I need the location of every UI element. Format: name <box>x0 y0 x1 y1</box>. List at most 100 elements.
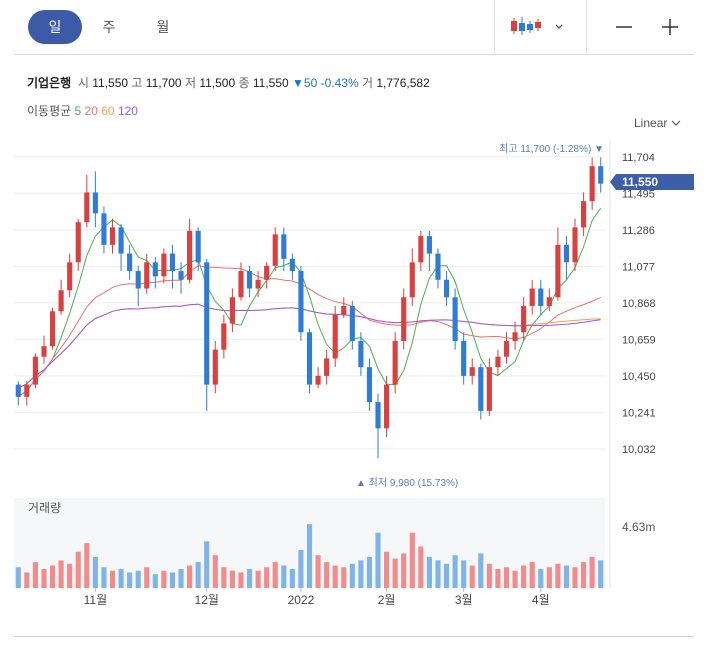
candle-body <box>49 311 56 347</box>
candle-body <box>443 279 450 298</box>
candle-body <box>555 244 561 298</box>
tab-monthly[interactable]: 월 <box>156 19 170 35</box>
volume-bar <box>161 570 167 588</box>
current-price-tag: 11,550 <box>610 174 694 190</box>
volume-bar <box>418 546 424 588</box>
volume-bar <box>461 560 467 588</box>
volume-label: 거 <box>361 76 374 90</box>
volume-bar <box>169 572 176 588</box>
candle-body <box>281 234 287 259</box>
volume-bar <box>358 560 364 588</box>
high-annotation: 최고 11,700 (-1.28%) ▼ <box>499 143 604 155</box>
chevron-down-icon <box>671 120 681 126</box>
tab-daily[interactable]: 일 <box>28 10 82 44</box>
candle-body <box>246 271 253 289</box>
tab-weekly[interactable]: 주 <box>102 19 116 35</box>
ma-5[interactable]: 5 <box>74 104 82 118</box>
chart-type-button[interactable] <box>508 10 566 44</box>
y-tick-label: 10,659 <box>622 334 656 346</box>
candle-body <box>589 166 595 202</box>
volume-bar <box>486 563 492 588</box>
open-value: 11,550 <box>92 76 129 90</box>
candlestick-icon <box>511 17 563 35</box>
ma-20-line <box>18 265 601 398</box>
x-tick-label: 4월 <box>532 593 550 607</box>
y-tick-label: 11,495 <box>622 188 655 200</box>
ma-20[interactable]: 20 <box>84 104 98 118</box>
candle-body <box>358 340 364 368</box>
volume-panel-label: 거래량 <box>28 501 61 515</box>
volume-bar <box>144 567 150 588</box>
volume-bar <box>555 563 561 588</box>
volume-bar <box>409 532 415 588</box>
volume-bar <box>341 567 347 588</box>
candle-body <box>204 262 210 385</box>
candle-body <box>572 227 578 263</box>
volume-bar <box>306 524 313 588</box>
x-tick-label: 2월 <box>378 593 396 607</box>
candle-body <box>409 262 415 298</box>
volume-bar <box>375 532 381 588</box>
candle-body <box>426 236 432 254</box>
ma-60[interactable]: 60 <box>101 104 115 118</box>
volume-bar <box>512 570 518 588</box>
zoom-out-button[interactable] <box>606 10 642 44</box>
volume-bar <box>118 568 124 588</box>
chevron-down-icon <box>555 24 563 29</box>
y-tick-label: 11,704 <box>622 152 655 164</box>
candle-body <box>135 271 141 289</box>
candle-body <box>212 349 218 385</box>
candle-body <box>298 271 304 333</box>
ma-120[interactable]: 120 <box>117 104 138 118</box>
change-pct: -0.43% <box>320 76 359 90</box>
stock-name: 기업은행 <box>27 76 72 90</box>
volume-bar <box>255 570 261 588</box>
volume-bar <box>195 562 201 588</box>
volume-bar <box>289 568 295 588</box>
candle-body <box>469 367 475 376</box>
volume-bar <box>204 541 210 588</box>
volume-bar <box>238 572 244 588</box>
scale-dropdown[interactable]: Linear <box>634 116 681 130</box>
candle-body <box>341 306 347 315</box>
volume-bar <box>538 568 544 588</box>
candle-body <box>306 332 313 385</box>
zoom-in-button[interactable] <box>652 10 688 44</box>
candle-body <box>495 356 501 368</box>
scale-label: Linear <box>634 116 668 130</box>
volume-bar <box>264 567 270 588</box>
candle-body <box>563 244 570 263</box>
low-value: 11,500 <box>199 76 236 90</box>
candle-body <box>529 288 535 306</box>
volume-bar <box>572 567 578 588</box>
candle-body <box>461 340 467 376</box>
volume-bar <box>349 563 355 588</box>
candle-body <box>546 297 552 306</box>
candle-body <box>161 253 167 277</box>
candle-body <box>486 367 492 411</box>
volume-bar <box>58 560 64 588</box>
volume-bar <box>401 553 407 588</box>
y-tick-label: 10,241 <box>622 407 656 419</box>
high-value: 11,700 <box>145 76 182 90</box>
volume-bar <box>221 567 227 588</box>
candle-body <box>452 297 458 341</box>
candle-body <box>169 253 176 272</box>
close-value: 11,550 <box>252 76 289 90</box>
candle-body <box>418 236 424 263</box>
candle-body <box>41 346 47 357</box>
volume-bar <box>24 572 30 588</box>
candle-body <box>324 358 330 376</box>
candle-body <box>349 306 355 341</box>
candle-body <box>401 297 407 341</box>
ma-120-line <box>18 303 601 389</box>
volume-bar <box>75 551 81 588</box>
volume-bar <box>529 562 535 588</box>
volume-value: 1,776,582 <box>376 76 430 90</box>
candle-body <box>598 166 604 184</box>
candle-body <box>118 227 124 254</box>
candle-body <box>58 290 64 312</box>
volume-bar <box>298 549 304 588</box>
candle-body <box>375 402 381 429</box>
